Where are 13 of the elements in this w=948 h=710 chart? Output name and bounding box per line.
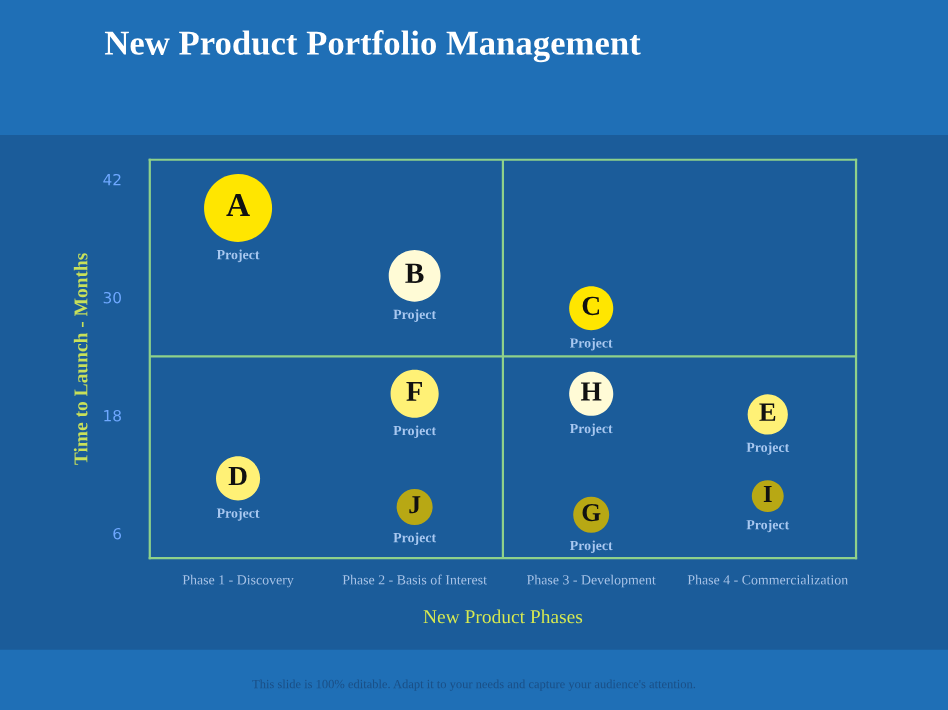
y-axis-title: Time to Launch - Months	[73, 253, 88, 465]
series-label: E	[759, 403, 776, 421]
series-label: B	[405, 263, 424, 283]
series-label: A	[226, 193, 250, 216]
series-label: G	[582, 504, 601, 522]
series-label: F	[406, 382, 422, 401]
chart-title: New Product Portfolio Management	[104, 30, 641, 63]
series-label: J	[409, 496, 421, 514]
series-label: I	[763, 485, 772, 502]
series-label: D	[228, 467, 247, 486]
series-label: H	[580, 382, 602, 401]
x-axis-title: New Product Phases	[423, 609, 583, 624]
series-label: C	[582, 296, 600, 316]
